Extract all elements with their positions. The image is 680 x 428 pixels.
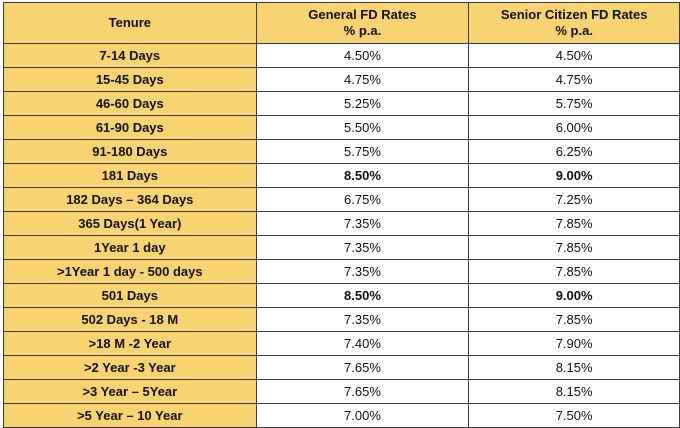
tenure-cell: 15-45 Days xyxy=(3,67,257,92)
tenure-cell: 7-14 Days xyxy=(3,43,257,68)
general-rate-cell: 7.35% xyxy=(255,259,470,284)
general-rate-cell: 5.25% xyxy=(255,91,470,116)
general-rate-cell: 7.65% xyxy=(255,379,470,404)
table-row: 1Year 1 day 7.35% 7.85% xyxy=(3,235,680,260)
senior-rate-cell: 7.25% xyxy=(468,187,680,212)
table-row: 181 Days 8.50% 9.00% xyxy=(3,163,680,188)
senior-rate-cell: 9.00% xyxy=(468,283,680,308)
senior-rate-cell: 9.00% xyxy=(468,163,680,188)
senior-rate-cell: 7.85% xyxy=(468,259,680,284)
general-rate-cell: 7.40% xyxy=(255,331,470,356)
general-rate-cell: 4.75% xyxy=(255,67,470,92)
general-rate-header: General FD Rates % p.a. xyxy=(255,2,470,44)
tenure-cell: 501 Days xyxy=(3,283,257,308)
tenure-cell: 365 Days(1 Year) xyxy=(3,211,257,236)
table-row: 7-14 Days 4.50% 4.50% xyxy=(3,43,680,68)
senior-rate-cell: 6.25% xyxy=(468,139,680,164)
tenure-cell: 61-90 Days xyxy=(3,115,257,140)
table-row: 502 Days - 18 M 7.35% 7.85% xyxy=(3,307,680,332)
general-rate-cell: 7.65% xyxy=(255,355,470,380)
general-rate-cell: 7.35% xyxy=(255,235,470,260)
table-row: >1Year 1 day - 500 days 7.35% 7.85% xyxy=(3,259,680,284)
table-row: 365 Days(1 Year) 7.35% 7.85% xyxy=(3,211,680,236)
tenure-cell: >18 M -2 Year xyxy=(3,331,257,356)
general-rate-cell: 7.35% xyxy=(255,307,470,332)
senior-rate-cell: 5.75% xyxy=(468,91,680,116)
table-row: 182 Days – 364 Days 6.75% 7.25% xyxy=(3,187,680,212)
table-row: >3 Year – 5Year 7.65% 8.15% xyxy=(3,379,680,404)
senior-rate-cell: 8.15% xyxy=(468,355,680,380)
senior-rate-cell: 4.50% xyxy=(468,43,680,68)
fd-rates-table: Tenure General FD Rates % p.a. Senior Ci… xyxy=(3,2,680,428)
general-rate-cell: 8.50% xyxy=(255,163,470,188)
general-rate-cell: 7.35% xyxy=(255,211,470,236)
senior-rate-cell: 8.15% xyxy=(468,379,680,404)
tenure-cell: >3 Year – 5Year xyxy=(3,379,257,404)
general-rate-cell: 4.50% xyxy=(255,43,470,68)
senior-rate-cell: 7.85% xyxy=(468,235,680,260)
senior-rate-cell: 7.90% xyxy=(468,331,680,356)
general-rate-cell: 5.75% xyxy=(255,139,470,164)
senior-rate-cell: 6.00% xyxy=(468,115,680,140)
table-row: 46-60 Days 5.25% 5.75% xyxy=(3,91,680,116)
senior-rate-header: Senior Citizen FD Rates % p.a. xyxy=(468,2,680,44)
tenure-header: Tenure xyxy=(3,2,257,44)
tenure-cell: 1Year 1 day xyxy=(3,235,257,260)
tenure-cell: 182 Days – 364 Days xyxy=(3,187,257,212)
table-row: 15-45 Days 4.75% 4.75% xyxy=(3,67,680,92)
header-row: Tenure General FD Rates % p.a. Senior Ci… xyxy=(3,2,680,44)
table-row: 501 Days 8.50% 9.00% xyxy=(3,283,680,308)
general-rate-cell: 5.50% xyxy=(255,115,470,140)
tenure-cell: 91-180 Days xyxy=(3,139,257,164)
table-row: 61-90 Days 5.50% 6.00% xyxy=(3,115,680,140)
tenure-cell: >1Year 1 day - 500 days xyxy=(3,259,257,284)
tenure-cell: 46-60 Days xyxy=(3,91,257,116)
fd-rates-table-wrapper: Tenure General FD Rates % p.a. Senior Ci… xyxy=(3,2,680,428)
tenure-cell: >2 Year -3 Year xyxy=(3,355,257,380)
general-rate-cell: 8.50% xyxy=(255,283,470,308)
table-row: >2 Year -3 Year 7.65% 8.15% xyxy=(3,355,680,380)
table-row: 91-180 Days 5.75% 6.25% xyxy=(3,139,680,164)
senior-rate-cell: 7.85% xyxy=(468,211,680,236)
table-row: >18 M -2 Year 7.40% 7.90% xyxy=(3,331,680,356)
senior-rate-cell: 7.85% xyxy=(468,307,680,332)
tenure-cell: 502 Days - 18 M xyxy=(3,307,257,332)
general-rate-cell: 6.75% xyxy=(255,187,470,212)
table-body: 7-14 Days 4.50% 4.50% 15-45 Days 4.75% 4.75% 4… xyxy=(3,43,680,428)
tenure-cell: 181 Days xyxy=(3,163,257,188)
senior-rate-cell: 4.75% xyxy=(468,67,680,92)
